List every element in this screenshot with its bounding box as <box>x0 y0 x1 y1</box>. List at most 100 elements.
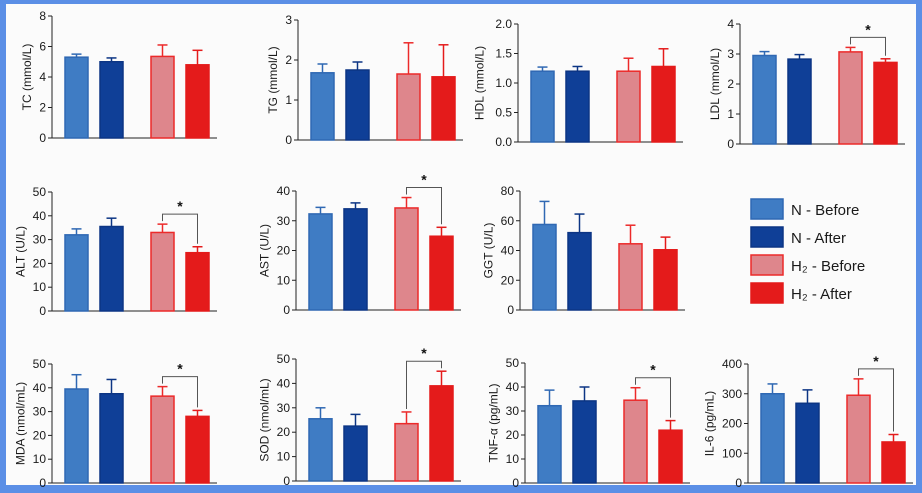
y-tick-label: 1.0 <box>495 76 512 90</box>
bar-n-after <box>345 69 370 141</box>
bar-n-after <box>565 70 590 143</box>
bar-n-before <box>537 404 562 484</box>
bar-h2-after <box>658 429 683 484</box>
y-tick-label: 0 <box>727 137 734 151</box>
y-tick-label: 0 <box>285 133 292 147</box>
bar-h2-after <box>429 235 454 311</box>
y-tick-label: 50 <box>33 357 47 371</box>
y-axis-label: AST (U/L) <box>257 224 271 277</box>
chart-panel-tg: 0 1 2 3 TG (mmol/L) <box>266 13 463 147</box>
y-tick-label: 3 <box>285 13 292 27</box>
y-tick-label: 2.0 <box>495 17 512 31</box>
bar-n-before <box>308 418 333 482</box>
chart-panel-alt: 0 10 20 30 40 50 ALT (U/L) * <box>13 185 217 318</box>
bar-h2-after <box>185 415 210 484</box>
y-tick-label: 30 <box>277 401 291 415</box>
significance-bracket <box>406 360 442 409</box>
significance-star: * <box>177 361 183 377</box>
y-tick-label: 1 <box>727 107 734 121</box>
significance-bracket <box>162 376 198 408</box>
y-tick-label: 50 <box>506 356 520 370</box>
chart-panel-sod: 0 10 20 30 40 50 SOD (nmol/mL) * <box>257 345 461 488</box>
y-tick-label: 400 <box>722 357 742 371</box>
y-tick-label: 40 <box>501 244 515 258</box>
bar-h2-before <box>618 243 643 311</box>
y-tick-label: 60 <box>501 214 515 228</box>
chart-panel-mda: 0 10 20 30 40 50 MDA (nmol/mL) * <box>13 357 217 490</box>
y-tick-label: 2 <box>727 77 734 91</box>
y-axis-label: TG (mmol/L) <box>266 46 280 113</box>
y-axis-label: ALT (U/L) <box>13 226 27 277</box>
legend: N - Before N - After H₂ - Before H₂ - After <box>750 198 865 304</box>
y-tick-label: 2 <box>39 101 46 115</box>
y-tick-label: 40 <box>506 380 520 394</box>
y-axis-label: SOD (nmol/mL) <box>257 378 271 461</box>
y-tick-label: 0 <box>507 303 514 317</box>
y-tick-label: 0.5 <box>495 106 512 120</box>
significance-star: * <box>873 353 879 369</box>
bar-n-after <box>572 400 597 484</box>
bar-h2-after <box>881 441 906 484</box>
y-tick-label: 100 <box>722 446 742 460</box>
y-tick-label: 0 <box>39 304 46 318</box>
bar-h2-after <box>431 76 456 141</box>
y-tick-label: 20 <box>506 428 520 442</box>
bar-n-before <box>530 70 555 143</box>
y-tick-label: 1.5 <box>495 47 512 61</box>
legend-swatch <box>750 282 784 304</box>
significance-star: * <box>865 21 871 37</box>
chart-panel-il6: 0 100 200 300 400 IL-6 (pg/mL) * <box>703 353 913 490</box>
legend-label: N - Before <box>791 202 859 219</box>
y-tick-label: 1 <box>285 93 292 107</box>
bar-h2-before <box>394 422 419 482</box>
y-tick-label: 4 <box>39 70 46 84</box>
bar-h2-before <box>394 207 419 311</box>
y-tick-label: 6 <box>39 40 46 54</box>
bar-h2-after <box>873 61 898 145</box>
significance-bracket <box>406 187 442 225</box>
chart-panel-tnf: 0 10 20 30 40 50 TNF-α (pg/mL) * <box>486 356 690 490</box>
y-tick-label: 20 <box>277 244 291 258</box>
y-tick-label: 4 <box>727 17 734 31</box>
y-tick-label: 10 <box>506 452 520 466</box>
y-tick-label: 0 <box>512 476 519 490</box>
bar-n-before <box>64 56 89 139</box>
legend-swatch <box>750 254 784 276</box>
significance-bracket <box>635 377 671 418</box>
legend-label: N - After <box>791 230 846 247</box>
y-axis-label: TNF-α (pg/mL) <box>486 384 500 463</box>
y-tick-label: 0 <box>283 303 290 317</box>
bar-n-before <box>64 388 89 484</box>
y-tick-label: 20 <box>33 428 47 442</box>
y-tick-label: 10 <box>277 273 291 287</box>
legend-swatch <box>750 198 784 220</box>
bar-n-after <box>99 61 124 139</box>
legend-label: H₂ - After <box>791 286 852 303</box>
bar-n-after <box>99 393 124 484</box>
legend-label: H₂ - Before <box>791 258 865 275</box>
y-tick-label: 20 <box>33 256 47 270</box>
bar-h2-after <box>429 385 454 482</box>
y-tick-label: 200 <box>722 417 742 431</box>
chart-panel-hdl: 0.0 0.5 1.0 1.5 2.0 HDL (mmol/L) <box>473 17 683 149</box>
bar-n-before <box>760 393 785 484</box>
y-axis-label: HDL (mmol/L) <box>473 46 487 120</box>
bar-n-after <box>795 402 820 484</box>
y-tick-label: 30 <box>33 405 47 419</box>
bar-n-after <box>99 225 124 312</box>
y-tick-label: 80 <box>501 184 515 198</box>
legend-swatch <box>750 226 784 248</box>
bar-n-before <box>752 54 777 145</box>
bar-h2-before <box>150 55 175 139</box>
y-tick-label: 10 <box>33 452 47 466</box>
y-axis-label: TC (mmol/L) <box>20 44 34 111</box>
y-axis-label: MDA (nmol/mL) <box>13 382 27 465</box>
significance-star: * <box>177 198 183 214</box>
y-tick-label: 10 <box>33 280 47 294</box>
y-tick-label: 40 <box>277 184 291 198</box>
y-tick-label: 300 <box>722 387 742 401</box>
significance-star: * <box>421 172 427 188</box>
bar-n-before <box>310 72 335 141</box>
chart-panel-tc: 0 2 4 6 8 TC (mmol/L) <box>20 9 217 145</box>
